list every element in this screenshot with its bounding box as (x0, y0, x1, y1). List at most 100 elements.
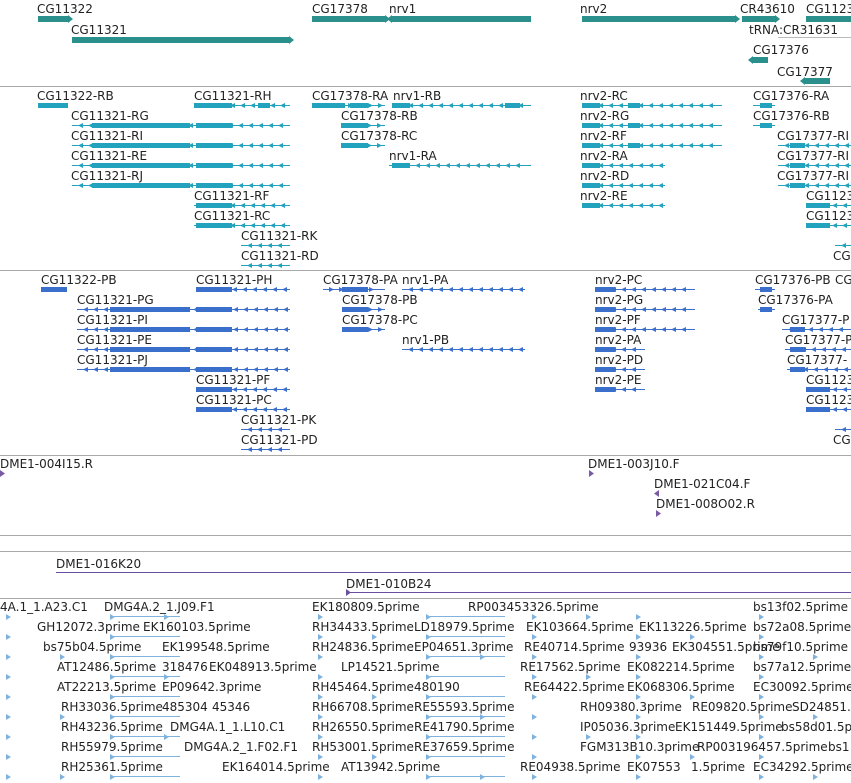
gene-label[interactable]: nrv2 (580, 2, 608, 16)
est-label[interactable]: bs75b04.5prime (43, 640, 142, 654)
intron-line[interactable] (241, 449, 290, 450)
gene-glyph[interactable] (72, 37, 289, 43)
est-label[interactable]: RE17562.5prime (520, 660, 621, 674)
gene-glyph[interactable] (38, 16, 68, 22)
est-label[interactable]: RH24836.5prime (312, 640, 414, 654)
protein-label[interactable]: CG17377-P (782, 313, 850, 327)
est-label[interactable]: RH33036.5prime (61, 700, 163, 714)
est-label[interactable]: bs1 (828, 740, 850, 754)
gene-glyph[interactable] (806, 16, 851, 22)
intron-line[interactable] (241, 429, 290, 430)
est-label[interactable]: RH45464.5prime (312, 680, 414, 694)
est-label[interactable]: EK164014.5prime (222, 760, 330, 774)
transcript-label[interactable]: CG1123 (806, 209, 851, 223)
est-line[interactable] (430, 756, 505, 757)
protein-label[interactable]: CG11321-PH (196, 273, 273, 287)
est-line[interactable] (114, 696, 180, 697)
protein-label[interactable]: CG11321-PK (241, 413, 317, 427)
exon-block[interactable] (806, 387, 830, 392)
gene-glyph[interactable] (582, 16, 735, 22)
gene-label[interactable]: CG11321 (71, 23, 127, 37)
bac-glyph[interactable] (56, 572, 851, 573)
est-label[interactable]: EK199548.5prime (162, 640, 270, 654)
exon-block[interactable] (110, 307, 190, 312)
exon-block[interactable] (628, 143, 640, 148)
transcript-label[interactable]: CG11321-RF (194, 189, 270, 203)
protein-label[interactable]: nrv1-PB (402, 333, 450, 347)
transcript-label[interactable]: nrv1-RA (389, 149, 437, 163)
protein-label[interactable]: CG17378-PA (323, 273, 398, 287)
transcript-label[interactable]: CG11321-RD (241, 249, 319, 263)
est-label[interactable]: AT12486.5prime (57, 660, 157, 674)
transcript-label[interactable]: CG1123 (806, 189, 851, 203)
intron-line[interactable] (402, 349, 525, 350)
protein-label[interactable]: CG11322-PB (41, 273, 117, 287)
intron-line[interactable] (782, 329, 851, 330)
est-label[interactable]: bs77a12.5prime (753, 660, 851, 674)
est-label[interactable]: RP003196457.5prime (697, 740, 828, 754)
exon-block[interactable] (806, 203, 830, 208)
exon-block[interactable] (196, 183, 232, 188)
protein-label[interactable]: CG17377- (787, 353, 848, 367)
exon-block[interactable] (790, 327, 805, 332)
est-label[interactable]: 93936 (629, 640, 668, 654)
est-label[interactable]: EK07553 (627, 760, 681, 774)
bac-end-label[interactable]: DME1-004I15.R (0, 457, 94, 471)
est-line[interactable] (114, 776, 180, 777)
intron-line[interactable] (402, 289, 525, 290)
est-label[interactable]: EK068306.5prime (627, 680, 735, 694)
exon-block[interactable] (790, 347, 805, 352)
transcript-label[interactable]: nrv2-RC (580, 89, 628, 103)
est-label[interactable]: FGM313B10.3prime (580, 740, 700, 754)
est-label[interactable]: EK304551.5prime (672, 640, 780, 654)
est-label[interactable]: DMG4A.2_1.J09.F1 (104, 600, 215, 614)
est-label[interactable]: RE09820.5prime (692, 700, 793, 714)
exon-block[interactable] (341, 123, 368, 128)
gene-glyph[interactable] (312, 16, 385, 22)
est-label[interactable]: EC30092.5prime (753, 680, 851, 694)
est-line[interactable] (430, 776, 505, 777)
intron-line[interactable] (241, 265, 290, 266)
est-label[interactable]: AT22213.5prime (57, 680, 157, 694)
est-label[interactable]: RE41790.5prime (414, 720, 515, 734)
transcript-label[interactable]: CG11321-RE (71, 149, 148, 163)
gene-label[interactable]: CG11322 (37, 2, 93, 16)
gene-glyph[interactable] (778, 37, 851, 38)
est-label[interactable]: RH09380.3prime (580, 700, 682, 714)
protein-label[interactable]: CG17378-PB (342, 293, 418, 307)
protein-label[interactable]: nrv2-PG (595, 293, 644, 307)
est-label[interactable]: RH43236.5prime (61, 720, 163, 734)
est-label[interactable]: EK048913.5prime (209, 660, 317, 674)
est-line[interactable] (430, 656, 505, 657)
est-line[interactable] (430, 676, 505, 677)
transcript-label[interactable]: nrv2-RD (580, 169, 630, 183)
est-label[interactable]: 1.5prime (691, 760, 746, 774)
est-label[interactable]: EK180809.5prime (312, 600, 420, 614)
exon-block[interactable] (342, 327, 368, 332)
intron-line[interactable] (787, 369, 851, 370)
exon-block[interactable] (628, 103, 640, 108)
exon-block[interactable] (196, 143, 232, 148)
protein-label[interactable]: CG1123 (806, 393, 851, 407)
exon-block[interactable] (110, 347, 190, 352)
protein-label[interactable]: nrv2-PC (595, 273, 643, 287)
transcript-label[interactable]: CG17378-RB (341, 109, 418, 123)
est-label[interactable]: RP003453326.5prime (468, 600, 599, 614)
transcript-label[interactable]: CG11321-RK (241, 229, 318, 243)
est-label[interactable]: DMG4A.1_1.L10.C1 (170, 720, 286, 734)
protein-label[interactable]: CG11321-PE (77, 333, 152, 347)
est-line[interactable] (430, 716, 505, 717)
transcript-label[interactable]: CG17376-RA (753, 89, 830, 103)
intron-line[interactable] (582, 205, 665, 206)
exon-block[interactable] (110, 327, 190, 332)
intron-line[interactable] (582, 185, 665, 186)
est-label[interactable]: 318476 (162, 660, 208, 674)
intron-line[interactable] (582, 165, 665, 166)
est-label[interactable]: RE40714.5prime (524, 640, 625, 654)
est-label[interactable]: RE55593.5prime (414, 700, 515, 714)
est-label[interactable]: EP04651.3prime (414, 640, 514, 654)
transcript-label[interactable]: CG17378-RC (341, 129, 418, 143)
est-label[interactable]: EK151449.5prime (675, 720, 783, 734)
est-label[interactable]: GH12072.3prime (37, 620, 140, 634)
exon-block[interactable] (760, 123, 772, 128)
